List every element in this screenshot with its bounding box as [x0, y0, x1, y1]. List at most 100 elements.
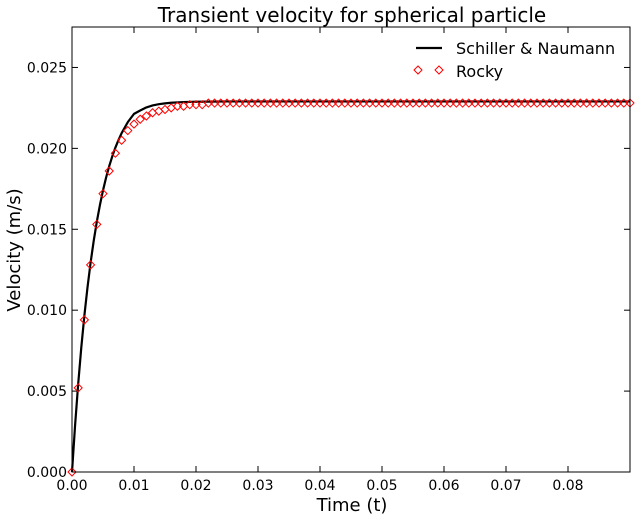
- rocky-data-point: [395, 98, 406, 108]
- rocky-data-point: [501, 98, 511, 108]
- rocky-data-point: [588, 98, 598, 108]
- rocky-data-point: [234, 98, 245, 108]
- rocky-data-point: [575, 98, 586, 108]
- y-tick-label: 0.025: [27, 60, 67, 76]
- rocky-data-point: [519, 98, 530, 108]
- rocky-data-point: [532, 98, 542, 108]
- x-tick-label: 0.05: [366, 478, 397, 494]
- rocky-data-point: [129, 119, 139, 129]
- y-tick-label: 0.000: [27, 465, 67, 481]
- x-tick-label: 0.06: [428, 478, 459, 494]
- rocky-data-point: [185, 99, 195, 110]
- rocky-data-point: [315, 98, 325, 108]
- legend: Schiller & Naumann Rocky: [413, 39, 615, 81]
- rocky-data-point: [209, 98, 220, 108]
- rocky-data-point: [581, 98, 592, 108]
- rocky-data-point: [464, 98, 474, 108]
- legend-diamond-marker-1: [413, 65, 423, 75]
- rocky-data-point: [513, 98, 524, 108]
- rocky-data-point: [284, 98, 294, 108]
- legend-label-schiller-naumann: Schiller & Naumann: [456, 39, 615, 58]
- rocky-data-point: [216, 98, 226, 108]
- rocky-data-point: [457, 98, 468, 108]
- rocky-data-point: [123, 125, 133, 136]
- rocky-data-point: [414, 98, 424, 108]
- chart-title: Transient velocity for spherical particl…: [157, 3, 546, 27]
- x-tick-label: 0.08: [552, 478, 583, 494]
- rocky-data-point: [265, 98, 276, 108]
- rocky-data-point: [135, 114, 145, 124]
- rocky-data-point: [619, 98, 629, 108]
- rocky-data-point: [172, 101, 183, 111]
- x-tick-label: 0.03: [242, 478, 273, 494]
- rocky-data-point: [563, 98, 573, 108]
- rocky-data-point: [98, 188, 108, 199]
- rocky-data-point: [600, 98, 610, 108]
- x-tick-label: 0.07: [490, 478, 521, 494]
- rocky-data-point: [389, 98, 400, 108]
- rocky-data-point: [302, 98, 313, 108]
- series-line-schiller-naumann: [70, 100, 630, 473]
- rocky-data-point: [67, 467, 77, 477]
- rocky-data-point: [408, 98, 418, 108]
- rocky-data-point: [383, 98, 393, 108]
- rocky-data-point: [191, 99, 201, 110]
- x-tick-label: 0.01: [118, 478, 149, 494]
- rocky-data-point: [377, 98, 387, 108]
- rocky-data-point: [116, 135, 127, 145]
- y-tick-label: 0.010: [27, 303, 67, 319]
- x-axis-label: Time (t): [316, 495, 388, 516]
- rocky-data-point: [104, 166, 114, 176]
- y-axis-label: Velocity (m/s): [4, 188, 25, 311]
- legend-diamond-marker-2: [434, 65, 444, 75]
- rocky-data-point: [240, 98, 251, 108]
- rocky-data-point: [544, 98, 555, 108]
- rocky-data-point: [92, 219, 102, 230]
- rocky-data-point: [278, 98, 288, 108]
- rocky-data-point: [203, 98, 214, 108]
- rocky-data-point: [333, 98, 344, 108]
- rocky-data-point: [557, 98, 567, 108]
- rocky-data-point: [346, 98, 356, 108]
- rocky-data-point: [73, 383, 83, 393]
- rocky-data-point: [594, 98, 604, 108]
- rocky-data-point: [271, 98, 282, 108]
- y-axis-ticks: 0.000 0.005 0.010 0.015 0.020 0.025: [27, 60, 630, 481]
- plot-area: 0.00 0.01 0.02 0.03 0.04 0.05 0.06 0.07 0.08 0.0…: [27, 26, 635, 494]
- x-tick-label: 0.02: [180, 478, 211, 494]
- rocky-data-point: [85, 260, 96, 270]
- rocky-data-point: [550, 98, 561, 108]
- rocky-data-point: [476, 98, 486, 108]
- rocky-data-point: [426, 98, 437, 108]
- rocky-data-point: [445, 98, 455, 108]
- rocky-data-point: [451, 98, 462, 108]
- plot-border: [71, 26, 631, 473]
- plot-frame: [72, 27, 630, 472]
- rocky-data-point: [222, 98, 232, 108]
- rocky-data-point: [569, 98, 579, 108]
- rocky-data-point: [247, 98, 257, 108]
- rocky-data-point: [606, 98, 617, 108]
- y-tick-label: 0.020: [27, 141, 67, 157]
- legend-label-rocky: Rocky: [456, 62, 503, 81]
- rocky-data-point: [495, 98, 505, 108]
- rocky-data-point: [253, 98, 263, 108]
- series-layer: [67, 98, 635, 477]
- rocky-data-point: [228, 98, 238, 108]
- rocky-data-point: [433, 98, 443, 108]
- rocky-data-point: [321, 98, 331, 108]
- rocky-data-point: [439, 98, 449, 108]
- rocky-data-point: [538, 98, 548, 108]
- rocky-data-point: [402, 98, 412, 108]
- rocky-data-point: [296, 98, 307, 108]
- rocky-data-point: [507, 98, 517, 108]
- rocky-data-point: [290, 98, 300, 108]
- rocky-data-point: [488, 98, 499, 108]
- rocky-data-point: [110, 148, 121, 158]
- rocky-data-point: [352, 98, 362, 108]
- rocky-data-point: [482, 98, 493, 108]
- rocky-data-point: [309, 98, 319, 108]
- rocky-data-point: [364, 98, 375, 108]
